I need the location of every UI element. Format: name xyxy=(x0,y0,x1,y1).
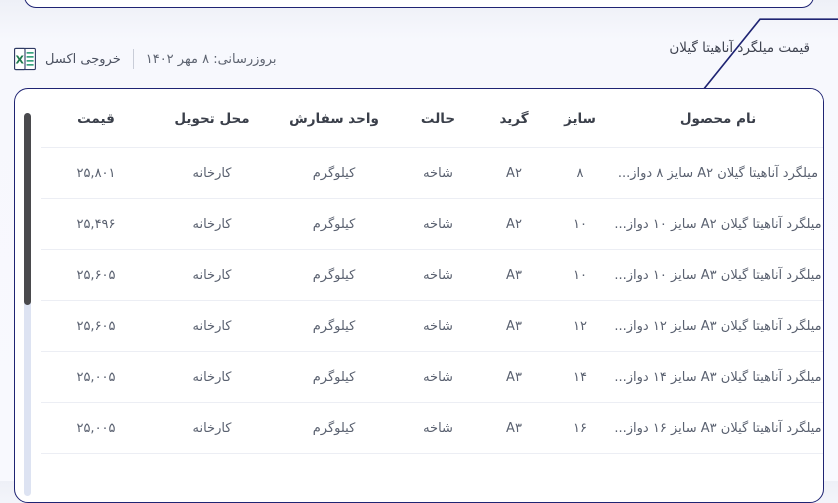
table-row[interactable]: میلگرد آناهیتا گیلان A۲ سایز ۸ دواز... ۸… xyxy=(41,148,823,199)
last-update-text: بروزرسانی: ۸ مهر ۱۴۰۲ xyxy=(146,52,277,67)
cell-unit: کیلوگرم xyxy=(273,301,395,352)
cell-grade: A۳ xyxy=(481,301,547,352)
column-header-place[interactable]: محل تحویل xyxy=(151,89,273,148)
excel-file-icon: X xyxy=(14,47,36,71)
cell-price: ۲۵,۰۰۵ xyxy=(41,352,151,403)
cell-product-name: میلگرد آناهیتا گیلان A۳ سایز ۱۰ دواز... xyxy=(613,250,823,301)
table-row[interactable]: میلگرد آناهیتا گیلان A۳ سایز ۱۰ دواز... … xyxy=(41,250,823,301)
cell-price: ۲۵,۰۰۵ xyxy=(41,403,151,454)
column-header-state[interactable]: حالت xyxy=(395,89,481,148)
cell-product-name: میلگرد آناهیتا گیلان A۳ سایز ۱۲ دواز... xyxy=(613,301,823,352)
cell-unit: کیلوگرم xyxy=(273,403,395,454)
cell-size: ۱۶ xyxy=(547,403,613,454)
cell-state: شاخه xyxy=(395,301,481,352)
table-row[interactable]: میلگرد آناهیتا گیلان A۳ سایز ۱۲ دواز... … xyxy=(41,301,823,352)
cell-size: ۱۰ xyxy=(547,250,613,301)
cell-grade: A۲ xyxy=(481,148,547,199)
cell-place: کارخانه xyxy=(151,301,273,352)
table-scroll-region: نام محصول سایز گرید حالت واحد سفارش محل … xyxy=(41,89,823,502)
vertical-scrollbar[interactable] xyxy=(15,89,41,502)
cell-product-name: میلگرد آناهیتا گیلان A۳ سایز ۱۶ دواز... xyxy=(613,403,823,454)
price-table: نام محصول سایز گرید حالت واحد سفارش محل … xyxy=(41,89,823,503)
table-row[interactable]: میلگرد آناهیتا گیلان A۲ سایز ۱۰ دواز... … xyxy=(41,199,823,250)
column-header-unit[interactable]: واحد سفارش xyxy=(273,89,395,148)
cell-state: شاخه xyxy=(395,403,481,454)
cell-size: ۸ xyxy=(547,148,613,199)
column-header-size[interactable]: سایز xyxy=(547,89,613,148)
cell-price: ۲۵,۶۰۵ xyxy=(41,250,151,301)
cell-grade: A۳ xyxy=(481,250,547,301)
price-table-card: نام محصول سایز گرید حالت واحد سفارش محل … xyxy=(14,88,824,503)
cell-grade: A۳ xyxy=(481,352,547,403)
cell-empty xyxy=(273,454,395,503)
column-header-price[interactable]: قیمت xyxy=(41,89,151,148)
cell-place: کارخانه xyxy=(151,199,273,250)
cell-empty xyxy=(547,454,613,503)
scrollbar-thumb[interactable] xyxy=(24,113,31,305)
cell-place: کارخانه xyxy=(151,148,273,199)
cell-price: ۲۵,۸۰۱ xyxy=(41,148,151,199)
cell-product-name: میلگرد آناهیتا گیلان A۳ سایز ۱۴ دواز... xyxy=(613,352,823,403)
cell-unit: کیلوگرم xyxy=(273,148,395,199)
cell-unit: کیلوگرم xyxy=(273,199,395,250)
cell-state: شاخه xyxy=(395,352,481,403)
cell-unit: کیلوگرم xyxy=(273,250,395,301)
table-body: میلگرد آناهیتا گیلان A۲ سایز ۸ دواز... ۸… xyxy=(41,148,823,503)
cell-state: شاخه xyxy=(395,250,481,301)
table-row[interactable]: میلگرد آناهیتا گیلان A۳ سایز ۱۶ دواز... … xyxy=(41,403,823,454)
cell-product-name: میلگرد آناهیتا گیلان A۲ سایز ۸ دواز... xyxy=(613,148,823,199)
table-header: نام محصول سایز گرید حالت واحد سفارش محل … xyxy=(41,89,823,148)
cell-price: ۲۵,۶۰۵ xyxy=(41,301,151,352)
cell-product-name: میلگرد آناهیتا گیلان A۲ سایز ۱۰ دواز... xyxy=(613,199,823,250)
cell-empty xyxy=(151,454,273,503)
cell-price: ۲۵,۴۹۶ xyxy=(41,199,151,250)
column-header-grade[interactable]: گرید xyxy=(481,89,547,148)
cell-empty xyxy=(41,454,151,503)
table-header-row: نام محصول سایز گرید حالت واحد سفارش محل … xyxy=(41,89,823,148)
excel-export-button[interactable]: X خروجی اکسل xyxy=(14,47,121,71)
cell-size: ۱۲ xyxy=(547,301,613,352)
table-row[interactable]: میلگرد آناهیتا گیلان A۳ سایز ۱۴ دواز... … xyxy=(41,352,823,403)
cell-place: کارخانه xyxy=(151,250,273,301)
title-tab: قیمت میلگرد آناهیتا گیلان xyxy=(608,18,838,90)
cell-size: ۱۴ xyxy=(547,352,613,403)
cell-empty xyxy=(481,454,547,503)
page-title: قیمت میلگرد آناهیتا گیلان xyxy=(669,40,810,56)
top-partial-tab xyxy=(24,0,814,8)
cell-state: شاخه xyxy=(395,199,481,250)
cell-empty xyxy=(613,454,823,503)
svg-text:X: X xyxy=(15,53,24,66)
cell-size: ۱۰ xyxy=(547,199,613,250)
cell-place: کارخانه xyxy=(151,403,273,454)
toolbar-divider xyxy=(133,49,134,69)
cell-state: شاخه xyxy=(395,148,481,199)
cell-place: کارخانه xyxy=(151,352,273,403)
cell-empty xyxy=(395,454,481,503)
cell-grade: A۲ xyxy=(481,199,547,250)
cell-unit: کیلوگرم xyxy=(273,352,395,403)
cell-grade: A۳ xyxy=(481,403,547,454)
table-row-spacer xyxy=(41,454,823,503)
excel-export-label: خروجی اکسل xyxy=(45,52,121,67)
column-header-name[interactable]: نام محصول xyxy=(613,89,823,148)
